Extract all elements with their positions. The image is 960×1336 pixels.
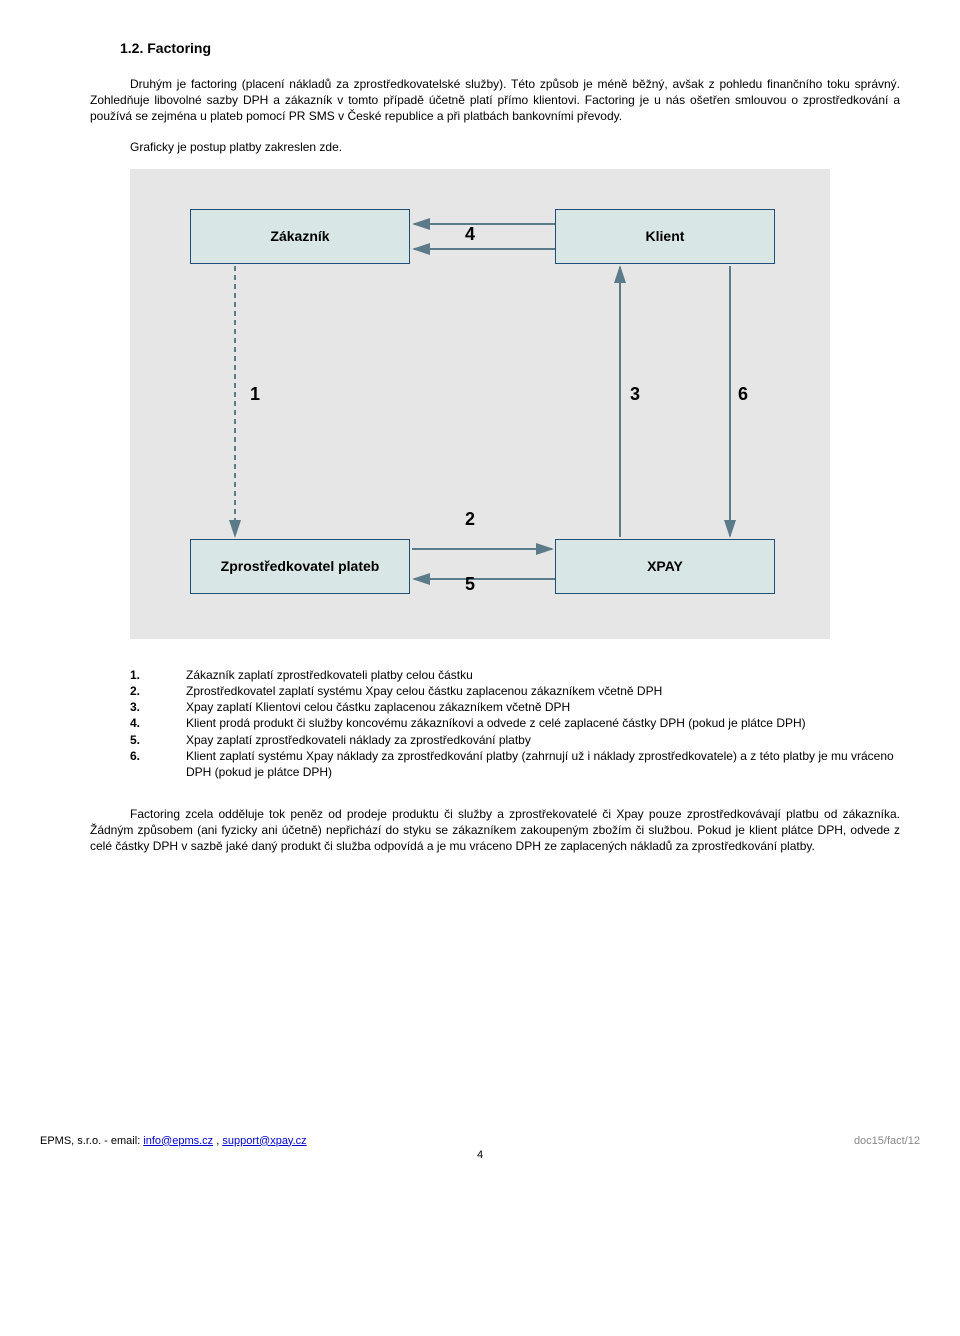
- step-number: 2.: [130, 683, 140, 699]
- step-item: 1. Zákazník zaplatí zprostředkovateli pla…: [130, 667, 900, 683]
- section-heading: 1.2. Factoring: [120, 40, 900, 56]
- step-text: Zákazník zaplatí zprostředkovateli platb…: [186, 668, 473, 682]
- step-number: 5.: [130, 732, 140, 748]
- footer-doc-ref: doc15/fact/12: [854, 1135, 920, 1147]
- intro-paragraph-1: Druhým je factoring (placení nákladů za …: [90, 76, 900, 125]
- step-text: Xpay zaplatí Klientovi celou částku zapl…: [186, 700, 570, 714]
- footer-sep: ,: [213, 1135, 222, 1147]
- edge-label-2: 2: [465, 509, 475, 530]
- edge-label-3: 3: [630, 384, 640, 405]
- step-number: 4.: [130, 715, 140, 731]
- intro-paragraph-2: Graficky je postup platby zakreslen zde.: [90, 139, 900, 155]
- node-xpay: XPAY: [555, 539, 775, 594]
- step-item: 5. Xpay zaplatí zprostředkovateli náklady…: [130, 732, 900, 748]
- diagram-container: Zákazník Klient Zprostředkovatel plateb …: [90, 169, 900, 639]
- step-text: Zprostředkovatel zaplatí systému Xpay ce…: [186, 684, 662, 698]
- footer-email-2[interactable]: support@xpay.cz: [222, 1135, 306, 1147]
- step-item: 2. Zprostředkovatel zaplatí systému Xpay …: [130, 683, 900, 699]
- edge-label-5: 5: [465, 574, 475, 595]
- step-item: 4. Klient prodá produkt či služby koncové…: [130, 715, 900, 731]
- node-zakaznik: Zákazník: [190, 209, 410, 264]
- edge-label-1: 1: [250, 384, 260, 405]
- footer-company: EPMS, s.r.o. - email:: [40, 1135, 143, 1147]
- step-text: Klient zaplatí systému Xpay náklady za z…: [186, 749, 894, 779]
- node-zprostredkovatel: Zprostředkovatel plateb: [190, 539, 410, 594]
- step-number: 6.: [130, 748, 140, 764]
- edge-label-6: 6: [738, 384, 748, 405]
- footer-email-1[interactable]: info@epms.cz: [143, 1135, 213, 1147]
- page-number: 4: [40, 1149, 920, 1161]
- factoring-diagram: Zákazník Klient Zprostředkovatel plateb …: [130, 169, 830, 639]
- step-text: Klient prodá produkt či služby koncovému…: [186, 716, 806, 730]
- footer-left: EPMS, s.r.o. - email: info@epms.cz , sup…: [40, 1135, 307, 1147]
- edge-label-4: 4: [465, 224, 475, 245]
- page-footer: EPMS, s.r.o. - email: info@epms.cz , sup…: [40, 1135, 920, 1161]
- step-number: 3.: [130, 699, 140, 715]
- step-item: 3. Xpay zaplatí Klientovi celou částku za…: [130, 699, 900, 715]
- node-klient: Klient: [555, 209, 775, 264]
- closing-paragraph: Factoring zcela odděluje tok peněz od pr…: [90, 806, 900, 855]
- step-text: Xpay zaplatí zprostředkovateli náklady z…: [186, 733, 531, 747]
- step-item: 6. Klient zaplatí systému Xpay náklady za…: [130, 748, 900, 780]
- step-number: 1.: [130, 667, 140, 683]
- steps-list: 1. Zákazník zaplatí zprostředkovateli pla…: [90, 667, 900, 780]
